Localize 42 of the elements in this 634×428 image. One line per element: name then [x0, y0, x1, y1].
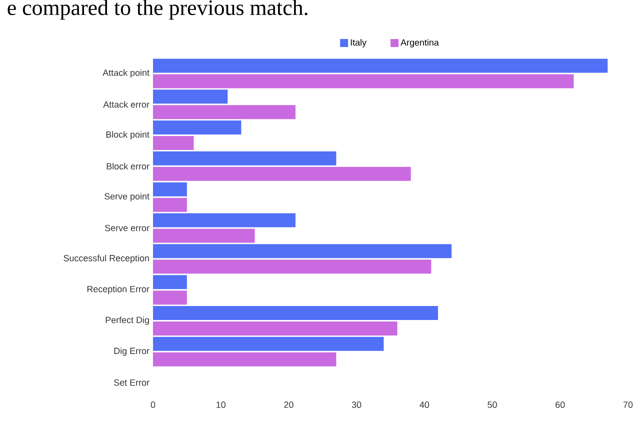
legend-label: Argentina: [400, 39, 439, 48]
bar: [153, 321, 398, 336]
x-tick-label: 10: [216, 402, 226, 408]
y-tick-label: Serve error: [105, 224, 150, 232]
bar: [153, 213, 296, 228]
bar: [153, 136, 194, 150]
bar: [153, 352, 336, 366]
x-tick-label: 50: [488, 402, 497, 408]
y-tick-label: Successful Reception: [64, 254, 149, 264]
chart-title: e compared to the previous match.: [8, 0, 308, 20]
legend-label: Italy: [350, 39, 367, 48]
y-tick-label: Reception Error: [87, 286, 150, 294]
bar: [153, 336, 384, 351]
bar: [153, 105, 296, 120]
y-tick-label: Serve point: [104, 192, 150, 202]
bar: [153, 260, 432, 274]
y-tick-label: Block error: [106, 162, 150, 170]
bar: [153, 290, 187, 305]
bar: [153, 166, 411, 181]
x-tick-label: 20: [284, 402, 294, 408]
bar: [153, 74, 574, 88]
x-tick-label: 40: [420, 402, 430, 408]
y-tick-label: Dig Error: [114, 347, 150, 356]
bar: [153, 151, 336, 166]
bar: [153, 228, 255, 243]
bar: [153, 244, 452, 258]
x-tick-label: 70: [623, 402, 633, 408]
y-tick-label: Block point: [106, 131, 150, 140]
y-tick-label: Attack error: [103, 101, 150, 108]
x-tick-label: 0: [150, 402, 156, 408]
y-tick-label: Perfect Dig: [106, 316, 149, 325]
bar: [153, 275, 187, 290]
x-tick-label: 60: [556, 402, 565, 408]
bar: [153, 198, 187, 212]
y-tick-label: Set Error: [114, 379, 150, 386]
bar: [153, 90, 228, 104]
bar: [153, 182, 187, 196]
y-tick-label: Attack point: [102, 69, 150, 78]
bar: [153, 58, 608, 73]
bar: [153, 306, 438, 320]
x-tick-label: 30: [352, 402, 362, 408]
bar: [153, 120, 242, 135]
